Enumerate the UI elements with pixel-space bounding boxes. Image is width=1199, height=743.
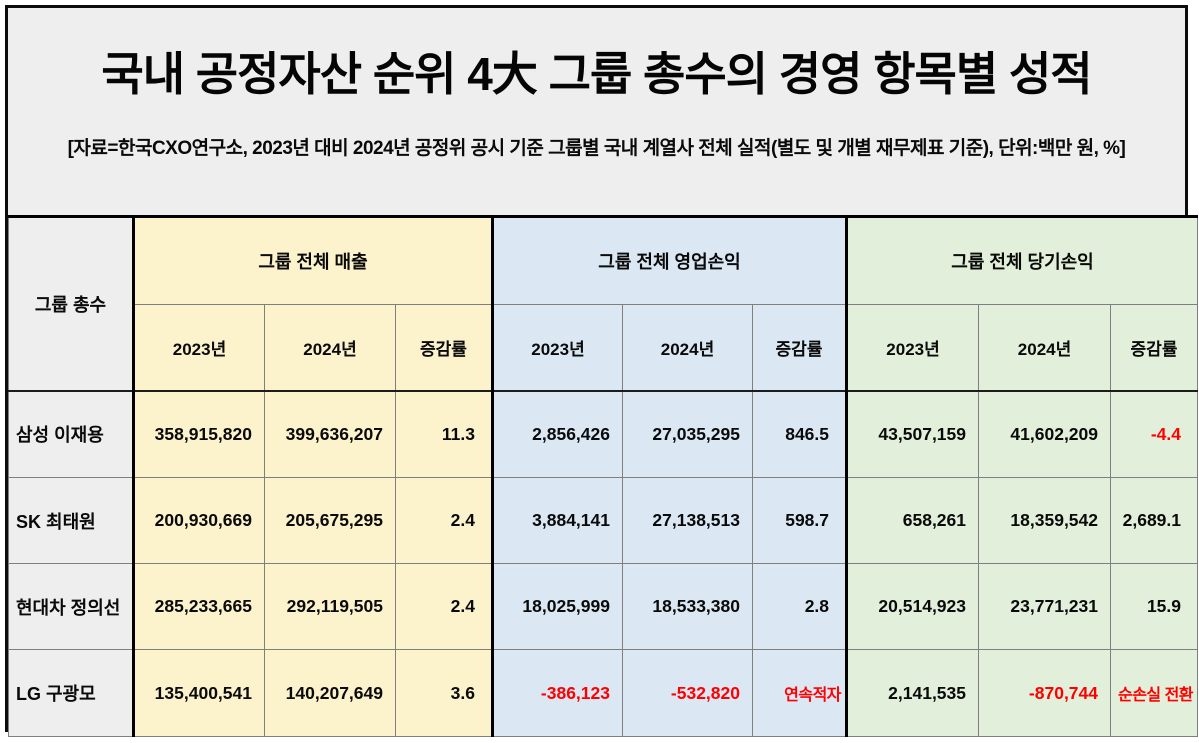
cell-operating-2023: 18,025,999 [491,563,623,650]
table-row-samsung: 삼성 이재용 358,915,820 399,636,207 11.3 2,85… [8,390,1199,478]
cell-revenue-2024: 399,636,207 [264,390,396,478]
cell-operating-2024: 27,035,295 [622,390,753,478]
header-revenue-change: 증감률 [395,304,493,392]
cell-net-change: 2,689.1 [1110,477,1199,564]
header-operating-change: 증감률 [751,304,848,392]
cell-revenue-2024: 140,207,649 [264,649,396,737]
cell-revenue-change: 11.3 [395,390,493,478]
header-net-2024: 2024년 [978,304,1112,392]
cell-revenue-2024: 292,119,505 [264,563,396,650]
cell-operating-2023: 3,884,141 [491,477,623,564]
cell-revenue-change: 2.4 [395,477,493,564]
header-revenue-2024: 2024년 [264,304,396,392]
cell-net-2024: -870,744 [978,649,1112,737]
leader-name: 현대차 정의선 [8,563,134,650]
cell-revenue-2023: 358,915,820 [132,390,265,478]
header-group-operating: 그룹 전체 영업손익 [490,216,848,305]
cell-operating-2024: 27,138,513 [622,477,753,564]
cell-operating-2024: 18,533,380 [622,563,753,650]
cell-revenue-2023: 285,233,665 [132,563,265,650]
cell-net-2023: 43,507,159 [845,390,980,478]
header-leader: 그룹 총수 [8,216,134,392]
cell-revenue-change: 2.4 [395,563,493,650]
leader-name: LG 구광모 [8,649,134,737]
table-row-hyundai: 현대차 정의선 285,233,665 292,119,505 2.4 18,0… [8,563,1199,650]
cell-revenue-2023: 200,930,669 [132,477,265,564]
cell-net-change: 15.9 [1110,563,1199,650]
title-block: 국내 공정자산 순위 4大 그룹 총수의 경영 항목별 성적 [자료=한국CXO… [8,8,1185,215]
cell-operating-2023: -386,123 [491,649,623,737]
cell-net-2024: 18,359,542 [978,477,1112,564]
header-revenue-2023: 2023년 [132,304,265,392]
header-group-revenue: 그룹 전체 매출 [132,216,493,305]
financials-table: 그룹 총수 그룹 전체 매출 그룹 전체 영업손익 그룹 전체 당기손익 202… [8,215,1199,737]
cell-net-2024: 41,602,209 [978,390,1112,478]
cell-net-2024: 23,771,231 [978,563,1112,650]
cell-operating-change: 846.5 [751,390,848,478]
header-operating-2024: 2024년 [622,304,753,392]
header-group-net: 그룹 전체 당기손익 [845,216,1199,305]
header-net-change: 증감률 [1110,304,1199,392]
cell-operating-change: 2.8 [751,563,848,650]
header-operating-2023: 2023년 [491,304,623,392]
table-row-lg: LG 구광모 135,400,541 140,207,649 3.6 -386,… [8,649,1199,737]
cell-net-2023: 2,141,535 [845,649,980,737]
cell-net-2023: 20,514,923 [845,563,980,650]
cell-operating-change: 연속적자 [751,649,848,737]
leader-name: 삼성 이재용 [8,390,134,478]
cell-revenue-2024: 205,675,295 [264,477,396,564]
cell-revenue-2023: 135,400,541 [132,649,265,737]
cell-operating-change: 598.7 [751,477,848,564]
cell-revenue-change: 3.6 [395,649,493,737]
table-row-sk: SK 최태원 200,930,669 205,675,295 2.4 3,884… [8,477,1199,564]
cell-operating-2024: -532,820 [622,649,753,737]
page-title: 국내 공정자산 순위 4大 그룹 총수의 경영 항목별 성적 [101,48,1092,100]
leader-name: SK 최태원 [8,477,134,564]
cell-net-change: 순손실 전환 [1110,649,1199,737]
bordered-panel: 국내 공정자산 순위 4大 그룹 총수의 경영 항목별 성적 [자료=한국CXO… [5,5,1199,737]
cell-net-change: -4.4 [1110,390,1199,478]
header-net-2023: 2023년 [845,304,980,392]
cell-operating-2023: 2,856,426 [491,390,623,478]
source-note: [자료=한국CXO연구소, 2023년 대비 2024년 공정위 공시 기준 그… [67,137,1126,159]
cell-net-2023: 658,261 [845,477,980,564]
